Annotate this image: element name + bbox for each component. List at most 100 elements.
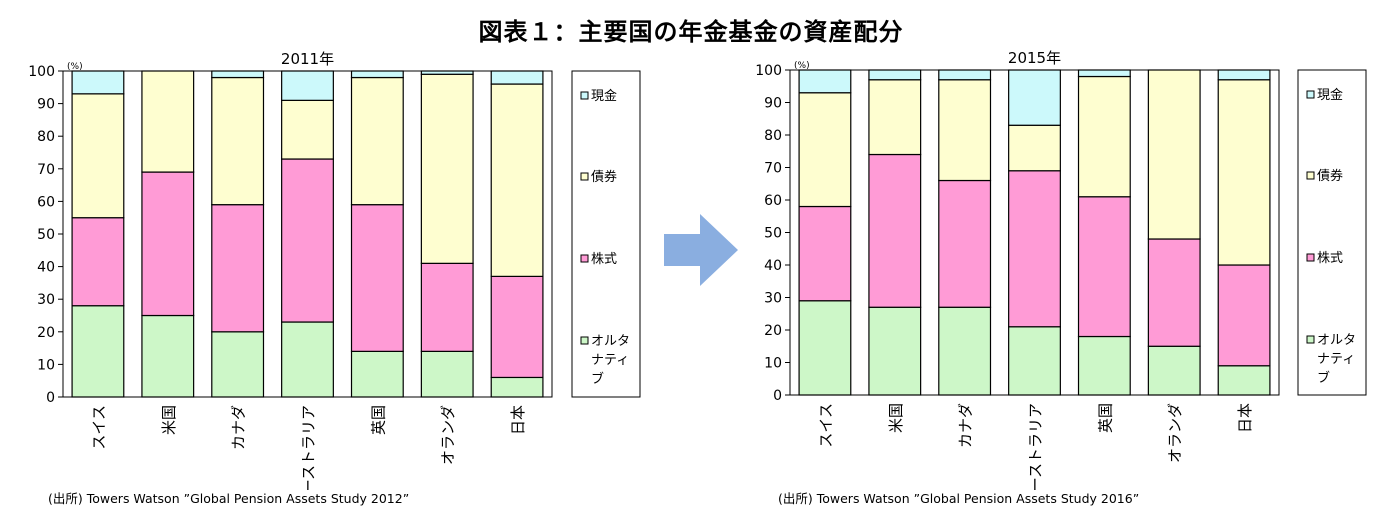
- category-label: スイス: [90, 405, 108, 450]
- bar-segment: [350, 350, 404, 398]
- bar-segment: [1217, 264, 1271, 367]
- bar-segment: [1077, 69, 1131, 78]
- y-tick-label: 30: [764, 291, 782, 307]
- bar-segment: [420, 73, 474, 264]
- bar-segment: [141, 314, 195, 398]
- bar-segment: [71, 217, 125, 307]
- bar-segment: [938, 69, 992, 81]
- bar-segment: [211, 331, 265, 398]
- y-tick-label: 0: [773, 388, 782, 404]
- bar-segment: [420, 350, 474, 398]
- y-tick-label: 20: [37, 325, 55, 341]
- bar-segment: [211, 76, 265, 206]
- source-note-2015: (出所) Towers Watson ”Global Pension Asset…: [778, 491, 1140, 506]
- chart-title: 2011年: [281, 50, 334, 68]
- bar-segment: [868, 69, 922, 81]
- main-title: 図表１：主要国の年金基金の資産配分: [478, 18, 904, 46]
- legend-label: 現金: [1317, 87, 1343, 103]
- bar-segment: [938, 79, 992, 182]
- legend-label: ナティ: [591, 353, 629, 368]
- y-tick-label: 10: [764, 356, 782, 372]
- bar-segment: [141, 171, 195, 317]
- legend-swatch: [580, 254, 589, 263]
- category-label: 英国: [1096, 403, 1114, 433]
- y-tick-label: 70: [37, 162, 55, 178]
- bar-segment: [281, 99, 334, 160]
- category-label: オーストラリア: [1027, 403, 1045, 490]
- category-label: カナダ: [230, 405, 248, 450]
- bar-segment: [141, 70, 195, 173]
- bar-segment: [1217, 69, 1271, 81]
- category-label: 日本: [509, 405, 527, 435]
- bar-segment: [490, 376, 544, 398]
- legend-swatch: [1306, 335, 1315, 344]
- legend-swatch: [1306, 90, 1315, 99]
- y-tick-label: 0: [46, 390, 55, 406]
- bar-segment: [868, 306, 922, 396]
- y-tick-label: 50: [37, 227, 55, 243]
- y-tick-label: 90: [37, 97, 55, 113]
- bar-segment: [350, 76, 404, 206]
- bar-segment: [211, 204, 265, 333]
- bar-segment: [798, 300, 852, 396]
- legend-swatch: [580, 91, 589, 100]
- bar-segment: [798, 92, 852, 208]
- y-tick-label: 30: [37, 292, 55, 308]
- chart-2015: 2015年 (%) 0 10 20 30 40 50 60 70 80 90 100 スイス 米国 カナダ オー…: [755, 49, 1367, 490]
- legend-label: オルタ: [1317, 333, 1356, 348]
- legend-label: ブ: [591, 371, 604, 387]
- bar-segment: [281, 70, 334, 101]
- bar-segment: [868, 153, 922, 308]
- bar-segment: [1147, 345, 1201, 396]
- legend-label: 株式: [1317, 251, 1343, 266]
- bar-segment: [1008, 124, 1061, 172]
- unit-label: (%): [67, 62, 83, 72]
- bar-segment: [1077, 196, 1131, 338]
- bar-segment: [211, 70, 265, 79]
- legend-label: 株式: [591, 252, 617, 267]
- bar-segment: [490, 83, 544, 277]
- source-note-2011: (出所) Towers Watson ”Global Pension Asset…: [48, 491, 410, 506]
- bar-segment: [71, 70, 125, 95]
- bar-segment: [1077, 335, 1131, 396]
- category-label: スイス: [817, 403, 835, 448]
- bar-segment: [1147, 238, 1201, 347]
- unit-label: (%): [794, 61, 810, 71]
- y-tick-label: 70: [764, 161, 782, 177]
- bar-segment: [281, 158, 334, 323]
- bar-segment: [1008, 326, 1061, 396]
- bar-segment: [1077, 75, 1131, 198]
- bar-segment: [1147, 69, 1201, 240]
- legend-label: 現金: [591, 88, 617, 104]
- bar-segment: [1008, 69, 1061, 126]
- bar-segment: [938, 306, 992, 396]
- bar-segment: [798, 69, 852, 94]
- y-tick-label: 50: [764, 226, 782, 242]
- y-tick-label: 80: [37, 129, 55, 145]
- category-label: オランダ: [439, 405, 457, 465]
- category-label: 米国: [887, 403, 905, 433]
- category-label: カナダ: [957, 403, 975, 448]
- bar-segment: [71, 305, 125, 398]
- y-tick-label: 100: [28, 64, 55, 80]
- y-tick-label: 60: [37, 194, 55, 210]
- y-tick-label: 40: [37, 260, 55, 276]
- bar-segment: [938, 179, 992, 308]
- category-label: 英国: [369, 405, 387, 435]
- bar-segment: [350, 70, 404, 79]
- bar-segment: [798, 205, 852, 302]
- bar-segment: [350, 204, 404, 352]
- legend-label: ブ: [1317, 370, 1330, 386]
- bar-segment: [490, 70, 544, 85]
- category-label: オランダ: [1166, 403, 1184, 463]
- chart-title: 2015年: [1008, 49, 1061, 67]
- bar-segment: [1217, 365, 1271, 396]
- y-tick-label: 40: [764, 258, 782, 274]
- legend-swatch: [580, 336, 589, 345]
- right-arrow-icon: [664, 214, 738, 286]
- y-tick-label: 10: [37, 357, 55, 373]
- bar-segment: [1008, 170, 1061, 328]
- category-label: オーストラリア: [300, 405, 318, 490]
- bar-segment: [281, 321, 334, 398]
- bar-segment: [420, 70, 474, 75]
